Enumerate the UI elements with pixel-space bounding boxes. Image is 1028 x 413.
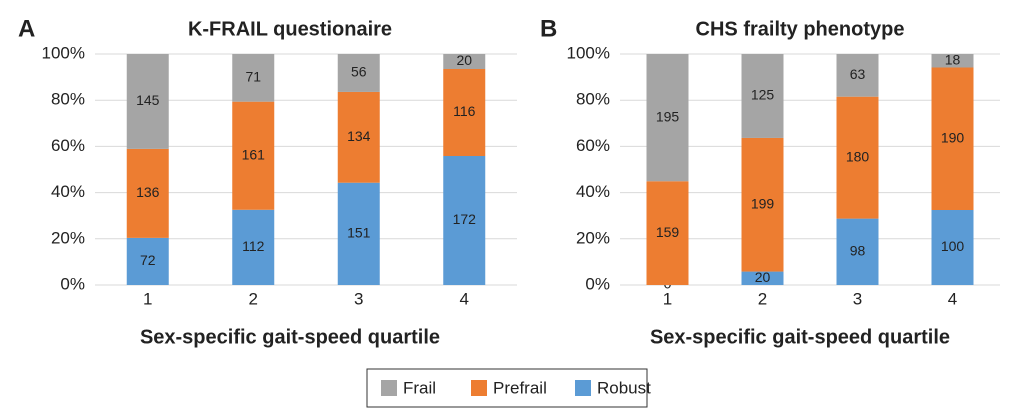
bar-segment [931, 67, 974, 210]
y-tick-label: 60% [51, 136, 85, 155]
bar-segment [443, 156, 486, 285]
bar-segment [126, 148, 169, 238]
legend-label: Frail [403, 378, 436, 397]
y-tick-label: 40% [576, 182, 610, 201]
bar-segment [232, 101, 275, 210]
chart-title: CHS frailty phenotype [696, 18, 905, 40]
y-tick-label: 80% [51, 90, 85, 109]
data-label: 172 [453, 211, 477, 227]
bar-segment [931, 54, 974, 68]
x-axis-label: Sex-specific gait-speed quartile [140, 326, 440, 348]
legend-label: Robust [597, 378, 651, 397]
data-label: 72 [140, 252, 156, 268]
legend-label: Prefrail [493, 378, 547, 397]
bar-segment [741, 54, 784, 138]
data-label: 161 [242, 146, 266, 162]
data-label: 199 [751, 195, 775, 211]
data-label: 56 [351, 64, 367, 80]
bar-segment [646, 181, 689, 285]
y-tick-label: 0% [60, 274, 85, 293]
legend-box [366, 368, 648, 408]
y-tick-label: 100% [42, 43, 85, 62]
panel-label: B [540, 15, 557, 42]
x-axis-label: Sex-specific gait-speed quartile [650, 326, 950, 348]
data-label: 20 [456, 52, 472, 68]
data-label: 134 [347, 128, 371, 144]
data-label: 20 [755, 269, 771, 285]
bar-segment [232, 209, 275, 285]
chart-title: K-FRAIL questionaire [188, 18, 392, 40]
x-tick-label: 1 [143, 289, 152, 308]
bar-segment [337, 182, 380, 285]
y-tick-label: 20% [576, 228, 610, 247]
panel-label: A [18, 15, 35, 42]
x-tick-label: 4 [948, 289, 957, 308]
bar-segment [443, 54, 486, 69]
y-tick-label: 100% [567, 43, 610, 62]
data-label: 190 [941, 129, 965, 145]
bar-segment [126, 54, 169, 149]
data-label: 100 [941, 238, 965, 254]
x-tick-label: 2 [249, 289, 258, 308]
data-label: 112 [242, 238, 265, 254]
bar-segment [836, 54, 879, 97]
bar-segment [931, 210, 974, 285]
data-label: 71 [245, 69, 261, 85]
y-tick-label: 40% [51, 182, 85, 201]
data-label: 180 [846, 148, 870, 164]
bar-segment [741, 271, 784, 285]
bar-segment [836, 96, 879, 219]
data-label: 136 [136, 184, 160, 200]
y-tick-label: 80% [576, 90, 610, 109]
bar-segment [126, 237, 169, 285]
bar-segment [337, 91, 380, 183]
bar-segment [443, 69, 486, 156]
x-tick-label: 4 [460, 289, 469, 308]
bar-segment [337, 54, 380, 92]
legend-swatch [471, 380, 487, 396]
bar-segment [836, 218, 879, 285]
legend-swatch [575, 380, 591, 396]
data-label: 151 [347, 225, 371, 241]
data-label: 63 [850, 66, 866, 82]
bar-segment [741, 137, 784, 272]
x-tick-label: 2 [758, 289, 767, 308]
y-tick-label: 20% [51, 228, 85, 247]
data-label: 159 [656, 224, 680, 240]
data-label: 98 [850, 243, 866, 259]
data-label: 116 [453, 103, 476, 119]
legend-swatch [381, 380, 397, 396]
x-tick-label: 3 [354, 289, 363, 308]
x-tick-label: 1 [663, 289, 672, 308]
bar-segment [232, 54, 275, 102]
x-tick-label: 3 [853, 289, 862, 308]
bar-segment [646, 54, 689, 182]
data-label: 145 [136, 92, 160, 108]
data-label: 195 [656, 108, 680, 124]
y-tick-label: 0% [585, 274, 610, 293]
y-tick-label: 60% [576, 136, 610, 155]
data-label: 18 [945, 51, 961, 67]
data-label: 125 [751, 87, 775, 103]
